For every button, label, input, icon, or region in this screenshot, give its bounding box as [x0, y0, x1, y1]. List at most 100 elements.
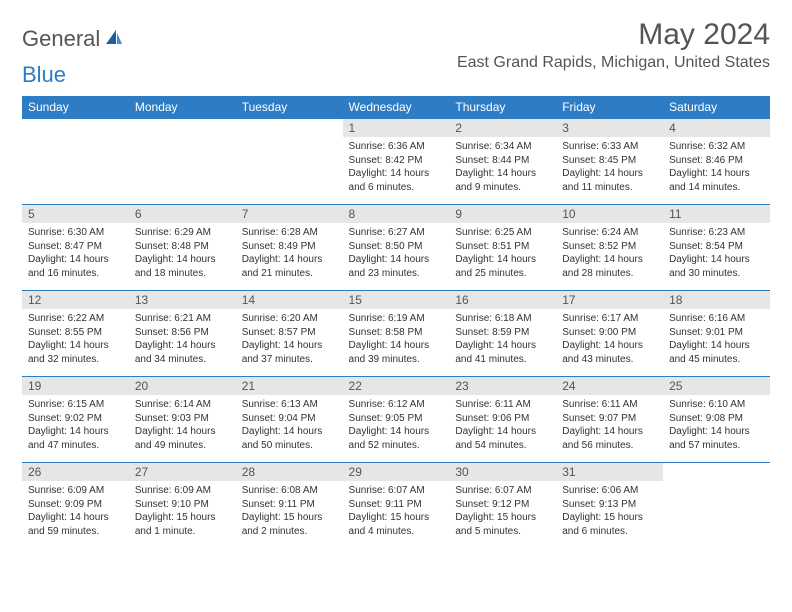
calendar-cell: 12Sunrise: 6:22 AMSunset: 8:55 PMDayligh… — [22, 291, 129, 377]
day-number: 18 — [663, 291, 770, 309]
weekday-header: Wednesday — [343, 96, 450, 119]
day-details: Sunrise: 6:29 AMSunset: 8:48 PMDaylight:… — [129, 223, 236, 284]
day-details — [22, 137, 129, 144]
calendar-cell: 28Sunrise: 6:08 AMSunset: 9:11 PMDayligh… — [236, 463, 343, 549]
day-number: 10 — [556, 205, 663, 223]
day-number — [22, 119, 129, 137]
weekday-header: Monday — [129, 96, 236, 119]
day-number: 25 — [663, 377, 770, 395]
sail-icon — [104, 28, 124, 51]
day-details: Sunrise: 6:24 AMSunset: 8:52 PMDaylight:… — [556, 223, 663, 284]
day-details — [129, 137, 236, 144]
calendar-cell: 3Sunrise: 6:33 AMSunset: 8:45 PMDaylight… — [556, 119, 663, 205]
day-number: 21 — [236, 377, 343, 395]
day-number: 23 — [449, 377, 556, 395]
calendar-cell: 23Sunrise: 6:11 AMSunset: 9:06 PMDayligh… — [449, 377, 556, 463]
calendar-cell: 29Sunrise: 6:07 AMSunset: 9:11 PMDayligh… — [343, 463, 450, 549]
day-number: 27 — [129, 463, 236, 481]
day-number: 8 — [343, 205, 450, 223]
calendar-cell: 15Sunrise: 6:19 AMSunset: 8:58 PMDayligh… — [343, 291, 450, 377]
calendar-cell — [129, 119, 236, 205]
calendar-cell — [236, 119, 343, 205]
day-number: 28 — [236, 463, 343, 481]
calendar-cell: 13Sunrise: 6:21 AMSunset: 8:56 PMDayligh… — [129, 291, 236, 377]
weekday-header: Sunday — [22, 96, 129, 119]
day-details: Sunrise: 6:36 AMSunset: 8:42 PMDaylight:… — [343, 137, 450, 198]
calendar-cell: 16Sunrise: 6:18 AMSunset: 8:59 PMDayligh… — [449, 291, 556, 377]
calendar-cell: 17Sunrise: 6:17 AMSunset: 9:00 PMDayligh… — [556, 291, 663, 377]
day-number: 14 — [236, 291, 343, 309]
weekday-header: Thursday — [449, 96, 556, 119]
day-number: 16 — [449, 291, 556, 309]
day-number: 29 — [343, 463, 450, 481]
day-number: 7 — [236, 205, 343, 223]
day-details: Sunrise: 6:27 AMSunset: 8:50 PMDaylight:… — [343, 223, 450, 284]
day-number: 17 — [556, 291, 663, 309]
day-number: 2 — [449, 119, 556, 137]
day-details: Sunrise: 6:08 AMSunset: 9:11 PMDaylight:… — [236, 481, 343, 542]
day-number: 12 — [22, 291, 129, 309]
day-details — [663, 481, 770, 488]
day-number: 22 — [343, 377, 450, 395]
calendar-table: Sunday Monday Tuesday Wednesday Thursday… — [22, 96, 770, 549]
day-details: Sunrise: 6:07 AMSunset: 9:12 PMDaylight:… — [449, 481, 556, 542]
day-details: Sunrise: 6:28 AMSunset: 8:49 PMDaylight:… — [236, 223, 343, 284]
calendar-cell: 1Sunrise: 6:36 AMSunset: 8:42 PMDaylight… — [343, 119, 450, 205]
calendar-week-row: 19Sunrise: 6:15 AMSunset: 9:02 PMDayligh… — [22, 377, 770, 463]
calendar-cell: 25Sunrise: 6:10 AMSunset: 9:08 PMDayligh… — [663, 377, 770, 463]
day-details: Sunrise: 6:11 AMSunset: 9:07 PMDaylight:… — [556, 395, 663, 456]
day-number: 24 — [556, 377, 663, 395]
calendar-cell: 26Sunrise: 6:09 AMSunset: 9:09 PMDayligh… — [22, 463, 129, 549]
day-details: Sunrise: 6:22 AMSunset: 8:55 PMDaylight:… — [22, 309, 129, 370]
logo-text-blue: Blue — [22, 62, 66, 88]
weekday-header: Friday — [556, 96, 663, 119]
day-details: Sunrise: 6:16 AMSunset: 9:01 PMDaylight:… — [663, 309, 770, 370]
calendar-cell: 11Sunrise: 6:23 AMSunset: 8:54 PMDayligh… — [663, 205, 770, 291]
calendar-week-row: 5Sunrise: 6:30 AMSunset: 8:47 PMDaylight… — [22, 205, 770, 291]
day-number: 1 — [343, 119, 450, 137]
day-number: 4 — [663, 119, 770, 137]
weekday-header-row: Sunday Monday Tuesday Wednesday Thursday… — [22, 96, 770, 119]
day-number: 13 — [129, 291, 236, 309]
day-number: 9 — [449, 205, 556, 223]
calendar-cell: 4Sunrise: 6:32 AMSunset: 8:46 PMDaylight… — [663, 119, 770, 205]
month-title: May 2024 — [457, 18, 770, 52]
day-details: Sunrise: 6:34 AMSunset: 8:44 PMDaylight:… — [449, 137, 556, 198]
calendar-cell: 20Sunrise: 6:14 AMSunset: 9:03 PMDayligh… — [129, 377, 236, 463]
calendar-cell: 24Sunrise: 6:11 AMSunset: 9:07 PMDayligh… — [556, 377, 663, 463]
day-number: 20 — [129, 377, 236, 395]
weekday-header: Tuesday — [236, 96, 343, 119]
calendar-cell: 30Sunrise: 6:07 AMSunset: 9:12 PMDayligh… — [449, 463, 556, 549]
calendar-cell — [22, 119, 129, 205]
day-details: Sunrise: 6:17 AMSunset: 9:00 PMDaylight:… — [556, 309, 663, 370]
day-number: 19 — [22, 377, 129, 395]
calendar-cell: 5Sunrise: 6:30 AMSunset: 8:47 PMDaylight… — [22, 205, 129, 291]
day-details: Sunrise: 6:21 AMSunset: 8:56 PMDaylight:… — [129, 309, 236, 370]
day-details: Sunrise: 6:12 AMSunset: 9:05 PMDaylight:… — [343, 395, 450, 456]
logo-text-general: General — [22, 26, 100, 52]
day-details — [236, 137, 343, 144]
calendar-cell: 14Sunrise: 6:20 AMSunset: 8:57 PMDayligh… — [236, 291, 343, 377]
day-number: 6 — [129, 205, 236, 223]
calendar-cell: 2Sunrise: 6:34 AMSunset: 8:44 PMDaylight… — [449, 119, 556, 205]
calendar-cell: 22Sunrise: 6:12 AMSunset: 9:05 PMDayligh… — [343, 377, 450, 463]
day-details: Sunrise: 6:14 AMSunset: 9:03 PMDaylight:… — [129, 395, 236, 456]
calendar-cell: 21Sunrise: 6:13 AMSunset: 9:04 PMDayligh… — [236, 377, 343, 463]
day-number — [236, 119, 343, 137]
calendar-cell: 27Sunrise: 6:09 AMSunset: 9:10 PMDayligh… — [129, 463, 236, 549]
calendar-week-row: 26Sunrise: 6:09 AMSunset: 9:09 PMDayligh… — [22, 463, 770, 549]
calendar-cell: 8Sunrise: 6:27 AMSunset: 8:50 PMDaylight… — [343, 205, 450, 291]
day-details: Sunrise: 6:09 AMSunset: 9:10 PMDaylight:… — [129, 481, 236, 542]
calendar-cell: 6Sunrise: 6:29 AMSunset: 8:48 PMDaylight… — [129, 205, 236, 291]
day-details: Sunrise: 6:10 AMSunset: 9:08 PMDaylight:… — [663, 395, 770, 456]
day-details: Sunrise: 6:30 AMSunset: 8:47 PMDaylight:… — [22, 223, 129, 284]
day-details: Sunrise: 6:33 AMSunset: 8:45 PMDaylight:… — [556, 137, 663, 198]
calendar-cell: 31Sunrise: 6:06 AMSunset: 9:13 PMDayligh… — [556, 463, 663, 549]
logo: General — [22, 18, 128, 52]
calendar-cell — [663, 463, 770, 549]
weekday-header: Saturday — [663, 96, 770, 119]
day-details: Sunrise: 6:15 AMSunset: 9:02 PMDaylight:… — [22, 395, 129, 456]
day-details: Sunrise: 6:18 AMSunset: 8:59 PMDaylight:… — [449, 309, 556, 370]
day-number: 26 — [22, 463, 129, 481]
day-number: 11 — [663, 205, 770, 223]
